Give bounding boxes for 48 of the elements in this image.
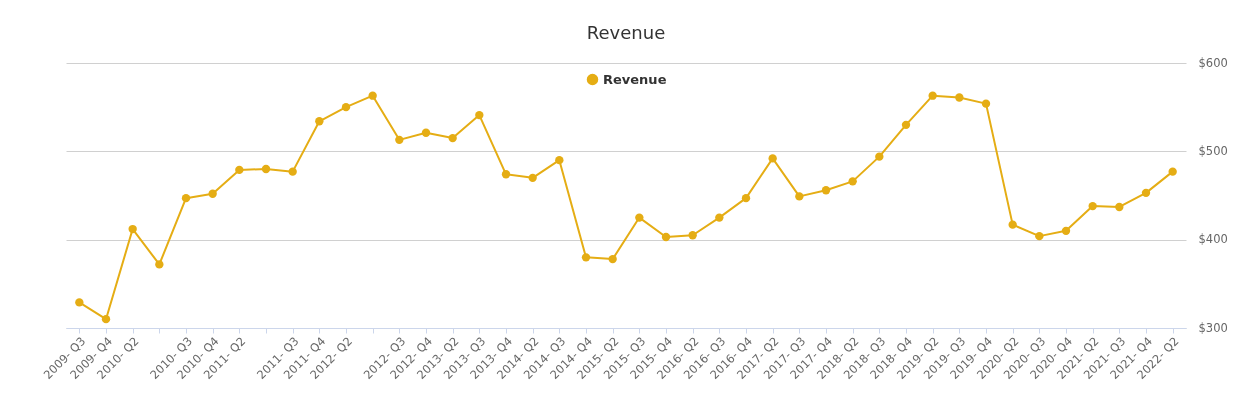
point (501, 170, 511, 179)
point (341, 102, 351, 112)
legend-label: Revenue (603, 71, 667, 87)
point (1008, 220, 1017, 229)
point (448, 133, 457, 143)
point (75, 298, 84, 307)
point (1061, 226, 1071, 236)
point (101, 314, 111, 324)
chart-title: Revenue (586, 22, 666, 43)
point (955, 93, 964, 102)
point (368, 91, 377, 100)
point (901, 120, 911, 130)
point (288, 167, 297, 176)
point (981, 99, 991, 108)
point (875, 152, 884, 161)
point (635, 213, 644, 222)
point (928, 91, 937, 100)
point (715, 213, 724, 222)
y-tick-label: $600 (1198, 55, 1228, 70)
y-tick-label: $300 (1198, 320, 1228, 335)
y-tick-label: $400 (1198, 232, 1228, 247)
point (741, 193, 751, 203)
point (181, 193, 191, 203)
point (261, 164, 271, 174)
y-tick-label: $500 (1198, 143, 1228, 158)
point (688, 231, 697, 240)
point (661, 232, 671, 242)
point (1088, 201, 1097, 211)
point (1035, 231, 1044, 241)
point (235, 165, 244, 175)
point (128, 224, 137, 234)
point (848, 177, 857, 186)
point (1168, 167, 1177, 176)
point (581, 253, 591, 262)
point (1141, 188, 1151, 198)
point (528, 173, 537, 183)
point (475, 110, 484, 120)
point (315, 117, 324, 126)
point (768, 154, 777, 163)
point (821, 186, 831, 195)
point (795, 192, 804, 201)
point (421, 128, 431, 137)
point (155, 260, 164, 269)
point (395, 135, 404, 145)
point (208, 189, 217, 198)
point (608, 254, 617, 264)
point (1115, 202, 1124, 212)
point (555, 155, 564, 165)
